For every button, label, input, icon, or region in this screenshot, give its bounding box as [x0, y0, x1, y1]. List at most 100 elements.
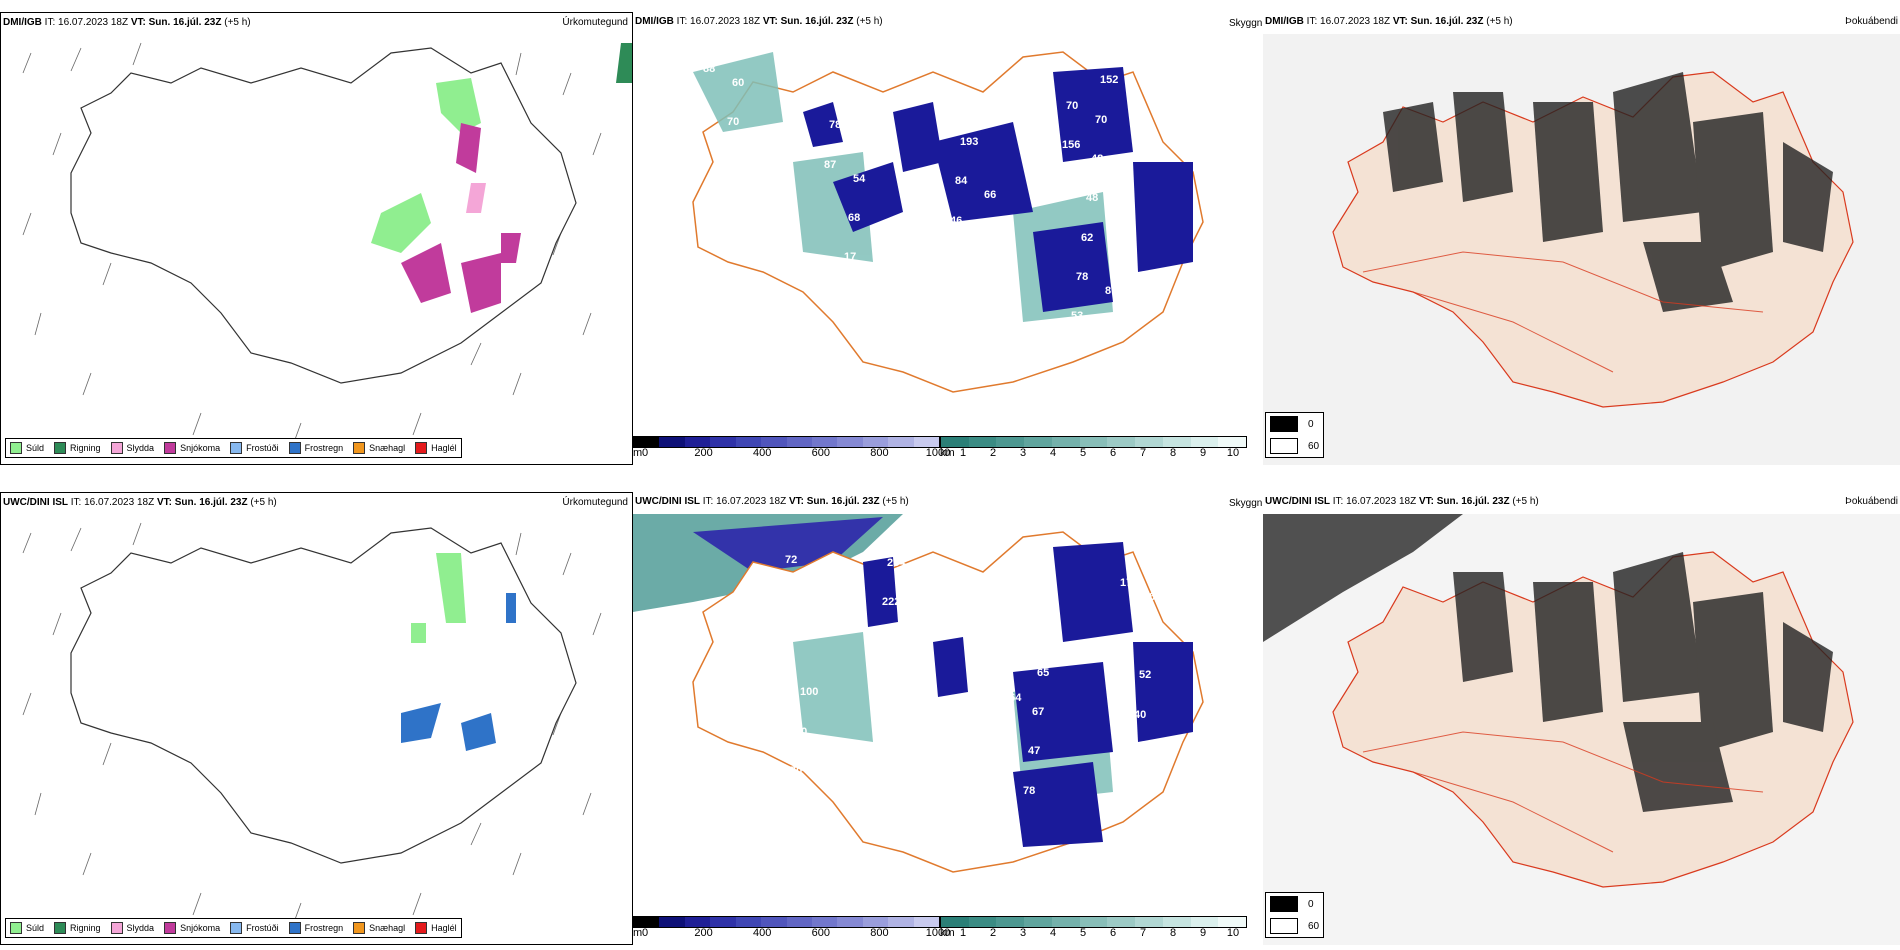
precip-areas: [371, 43, 632, 313]
cloud-base-label: 108: [1125, 787, 1143, 799]
precip-legend: Súld Rigning Slydda Snjókoma Frostúði Fr…: [5, 438, 462, 458]
precip-areas: [401, 553, 516, 751]
visibility-colorbar: [940, 436, 1247, 448]
legend-item-frostregn: Frostregn: [288, 922, 343, 934]
cloud-base-colorbar: [633, 916, 940, 928]
cloud-base-label: 411: [1144, 630, 1162, 642]
cloud-base-label: 50: [892, 768, 904, 780]
legend-item-haglel: Haglél: [415, 922, 457, 934]
cloud-base-labels: 222 294 179 264 234 95 108 82 50 67 63 44 48 64 40 47 57…: [766, 551, 1166, 799]
cloud-base-label: 100: [800, 686, 818, 698]
cloud-base-label: 48: [834, 80, 846, 92]
cloud-base-label: 234: [887, 557, 906, 569]
cloud-base-label: 48: [897, 728, 909, 740]
cloud-base-label: 84: [955, 175, 968, 187]
iceland-coastline: [70, 527, 577, 864]
map-title: Úrkomutegund: [562, 17, 628, 28]
legend-item-sudl: Súld: [10, 442, 44, 454]
legend-item-rigning: Rigning: [54, 922, 101, 934]
legend-item-frostregn: Frostregn: [288, 442, 343, 454]
iceland-fog-map: [1263, 514, 1900, 945]
cloud-base-label: 78: [1076, 271, 1088, 283]
cloud-base-label: 170: [916, 571, 934, 583]
cloud-base-label: 222: [882, 596, 900, 608]
legend-item-slydda: Slydda: [110, 442, 154, 454]
cloud-base-label: 65: [1037, 667, 1049, 679]
fog-areas: [1453, 552, 1833, 812]
cloud-base-label: 83: [1154, 551, 1166, 563]
cloud-base-label: 50: [795, 726, 807, 738]
cloud-base-label: 67: [1032, 706, 1044, 718]
map-title: Þokuábendi: [1845, 496, 1898, 507]
cloud-base-label: 63: [1129, 748, 1141, 760]
wind-barbs: [22, 42, 602, 446]
map-header: UWC/DINI ISL IT: 16.07.2023 18Z VT: Sun.…: [635, 496, 909, 507]
iceland-coastline: [70, 47, 577, 384]
fog-legend: 0 60: [1265, 412, 1325, 458]
cloud-base-label: 179: [1120, 577, 1138, 589]
map-header: UWC/DINI ISL IT: 16.07.2023 18Z VT: Sun.…: [3, 497, 277, 508]
low-cloud-areas: [863, 542, 1193, 847]
cloud-base-label: 83: [945, 254, 957, 266]
cloud-base-label: 95: [771, 672, 783, 684]
iceland-cloud-map: 222 294 179 264 234 95 108 82 50 67 63 44 48 64 40 47 57…: [633, 514, 1204, 873]
cloud-base-label: 46: [950, 215, 962, 227]
legend-item-snaehagl: Snæhagl: [353, 922, 405, 934]
cloud-base-label: 40: [1134, 709, 1146, 721]
cloud-base-label: 50: [742, 248, 754, 260]
fog-areas: [1383, 72, 1833, 312]
cloud-base-label: 46: [737, 288, 749, 300]
cloud-base-label: 146: [751, 170, 769, 182]
cloud-base-label: 250: [907, 650, 925, 662]
cloud-base-label: 48: [1086, 192, 1098, 204]
wind-barbs: [22, 522, 602, 926]
cloud-base-label: 69: [1149, 591, 1161, 603]
precip-type-map-row1: DMI/IGB IT: 16.07.2023 18Z VT: Sun. 16.j…: [0, 12, 633, 465]
cloud-base-label: 62: [1081, 232, 1093, 244]
cloud-base-label: 133: [713, 234, 731, 246]
cloud-base-label: 75: [858, 133, 870, 145]
cloud-base-label: 44: [1013, 613, 1026, 625]
low-cloud-areas: [803, 67, 1193, 312]
cloud-base-label: 70: [727, 116, 739, 128]
cloud-base-label: 92: [722, 156, 734, 168]
cloud-base-label: 156: [1062, 139, 1080, 151]
cloud-base-label: 47: [1028, 745, 1040, 757]
iceland-fog-map: [1263, 34, 1900, 465]
cloud-base-label: 76: [1057, 178, 1069, 190]
cloud-base-labels: 88 76 84 87 62 156 83 78 133 70 46 48 51 53 84 103 92 78 1…: [703, 63, 1118, 322]
cloud-base-label: 87: [1105, 285, 1117, 297]
cloud-base-label: 87: [824, 159, 836, 171]
map-header: DMI/IGB IT: 16.07.2023 18Z VT: Sun. 16.j…: [635, 16, 883, 27]
cloud-base-label: 66: [984, 189, 996, 201]
cloud-base-label: 72: [785, 554, 797, 566]
legend-item-snjokoma: Snjókoma: [164, 442, 220, 454]
visbar-unit: km: [940, 927, 955, 939]
iceland-precip-map: [22, 42, 632, 446]
cloud-base-label: 80: [863, 94, 875, 106]
legend-item-slydda: Slydda: [110, 922, 154, 934]
cloud-base-label: 152: [1100, 74, 1118, 86]
precip-type-map-row2: UWC/DINI ISL IT: 16.07.2023 18Z VT: Sun.…: [0, 492, 633, 945]
cloud-base-label: 51: [718, 195, 730, 207]
cloud-base-label: 70: [1095, 114, 1107, 126]
fog-map-row2: UWC/DINI ISL IT: 16.07.2023 18Z VT: Sun.…: [1263, 492, 1900, 945]
visibility-colorbar: [940, 916, 1247, 928]
cloud-base-label: 88: [703, 63, 715, 75]
map-title: Úrkomutegund: [562, 497, 628, 508]
legend-item-snaehagl: Snæhagl: [353, 442, 405, 454]
cloud-base-label: 61: [974, 268, 986, 280]
cloud-base-label: 52: [1139, 669, 1151, 681]
visibility-title: Skyggni: [1229, 18, 1265, 29]
cloud-visibility-map-row1: DMI/IGB IT: 16.07.2023 18Z VT: Sun. 16.j…: [633, 12, 1263, 465]
cloud-base-label: 54: [853, 173, 866, 185]
iceland-cloud-map: 88 76 84 87 62 156 83 78 133 70 46 48 51 53 84 103 92 78 1…: [692, 51, 1204, 393]
legend-item-frostudi: Frostúði: [230, 442, 279, 454]
cloud-base-label: 70: [790, 765, 802, 777]
legend-item-haglel: Haglél: [415, 442, 457, 454]
cloud-base-label: 103: [839, 291, 857, 303]
map-header: DMI/IGB IT: 16.07.2023 18Z VT: Sun. 16.j…: [1265, 16, 1513, 27]
fog-map-row1: DMI/IGB IT: 16.07.2023 18Z VT: Sun. 16.j…: [1263, 12, 1900, 465]
cloud-base-label: 62: [708, 274, 720, 286]
precip-legend: Súld Rigning Slydda Snjókoma Frostúði Fr…: [5, 918, 462, 938]
